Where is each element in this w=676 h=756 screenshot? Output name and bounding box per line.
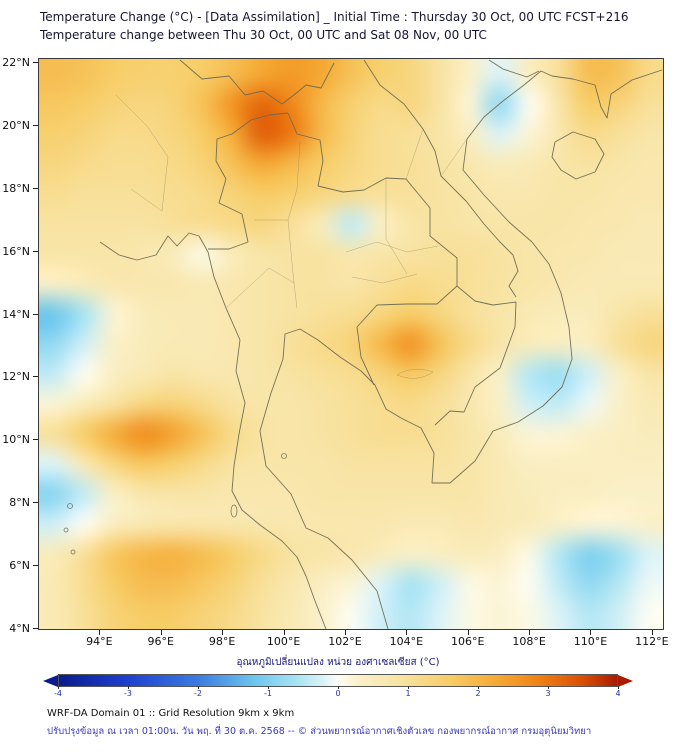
- colorbar-tick-label: 1: [405, 689, 411, 698]
- colorbar-tick-label: -2: [194, 689, 202, 698]
- map-area: [38, 58, 664, 630]
- lon-tick-label: 106°E: [450, 635, 485, 648]
- colorbar-tick-mark: [548, 686, 549, 689]
- colorbar-label: อุณหภูมิเปลี่ยนแปลง หน่วย องศาเซลเซียส (…: [236, 657, 440, 668]
- colorbar-tick-mark: [408, 686, 409, 689]
- colorbar-left-arrow: [43, 674, 58, 687]
- lon-tick-label: 96°E: [147, 635, 174, 648]
- lon-tick-label: 100°E: [266, 635, 301, 648]
- lat-tick-label: 22°N: [2, 56, 30, 70]
- lon-tick-mark: [529, 630, 531, 635]
- colorbar-tick-label: 4: [615, 689, 621, 698]
- lon-tick-mark: [99, 630, 101, 635]
- colorbar-tick-label: 0: [335, 689, 341, 698]
- lat-tick-label: 8°N: [9, 496, 30, 510]
- lat-tick-mark: [33, 376, 38, 378]
- lat-tick-label: 20°N: [2, 118, 30, 132]
- lat-tick-label: 14°N: [2, 307, 30, 321]
- lat-tick-mark: [33, 62, 38, 64]
- lat-tick-mark: [33, 187, 38, 189]
- title-line2: Temperature change between Thu 30 Oct, 0…: [40, 28, 487, 42]
- lon-tick-label: 108°E: [512, 635, 546, 648]
- footer-line1: WRF-DA Domain 01 :: Grid Resolution 9km …: [47, 708, 295, 719]
- lat-tick-label: 12°N: [2, 370, 30, 384]
- lat-tick-label: 16°N: [2, 244, 30, 258]
- colorbar-tick-mark: [198, 686, 199, 689]
- colorbar-right-arrow: [618, 674, 633, 687]
- colorbar-tick-label: -1: [264, 689, 272, 698]
- colorbar-tick-mark: [478, 686, 479, 689]
- lat-axis: 22°N 20°N 18°N 16°N 14°N 12°N 10°N 8°N 6°N 4°N: [0, 56, 38, 635]
- lat-tick-label: 4°N: [9, 622, 30, 635]
- lat-tick-mark: [33, 250, 38, 252]
- lat-tick-mark: [33, 313, 38, 315]
- colorbar-tick-mark: [128, 686, 129, 689]
- colorbar-ticks: -4 -3 -2 -1 0 1 2 3 4: [54, 686, 621, 700]
- lat-tick-mark: [33, 439, 38, 441]
- lon-tick-mark: [160, 630, 162, 635]
- temperature-field-canvas: [39, 59, 663, 629]
- title-line1: Temperature Change (°C) - [Data Assimila…: [40, 10, 629, 24]
- lon-tick-label: 112°E: [635, 635, 669, 648]
- colorbar-tick-label: 2: [475, 689, 481, 698]
- lon-tick-mark: [651, 630, 653, 635]
- lon-tick-label: 110°E: [573, 635, 608, 648]
- lon-axis: 94°E 96°E 98°E 100°E 102°E 104°E 106°E 108°E 110…: [38, 630, 669, 650]
- lon-tick-label: 94°E: [86, 635, 113, 648]
- colorbar-tick-label: -4: [54, 689, 62, 698]
- lat-tick-mark: [33, 565, 38, 567]
- lon-tick-mark: [590, 630, 592, 635]
- colorbar-tick-mark: [618, 686, 619, 689]
- lon-tick-mark: [222, 630, 224, 635]
- lon-tick-label: 98°E: [208, 635, 236, 648]
- lat-tick-label: 10°N: [2, 433, 30, 447]
- colorbar-tick-mark: [268, 686, 269, 689]
- footer-line2: ปรับปรุงข้อมูล ณ เวลา 01:00น. วัน พฤ. ที…: [47, 726, 592, 737]
- lat-tick-mark: [33, 502, 38, 504]
- lon-tick-label: 104°E: [389, 635, 424, 648]
- colorbar-tick-label: -3: [124, 689, 132, 698]
- colorbar-tick-mark: [58, 686, 59, 689]
- lon-tick-mark: [344, 630, 346, 635]
- lon-tick-mark: [467, 630, 469, 635]
- lat-tick-mark: [33, 628, 38, 629]
- title-block: Temperature Change (°C) - [Data Assimila…: [40, 8, 629, 44]
- colorbar-tick-label: 3: [545, 689, 551, 698]
- lat-tick-label: 6°N: [9, 559, 30, 573]
- lon-tick-mark: [406, 630, 408, 635]
- colorbar-tick-mark: [338, 686, 339, 689]
- lat-tick-label: 18°N: [2, 181, 30, 195]
- lon-tick-mark: [283, 630, 285, 635]
- lon-tick-label: 102°E: [328, 635, 362, 648]
- lat-tick-mark: [33, 124, 38, 126]
